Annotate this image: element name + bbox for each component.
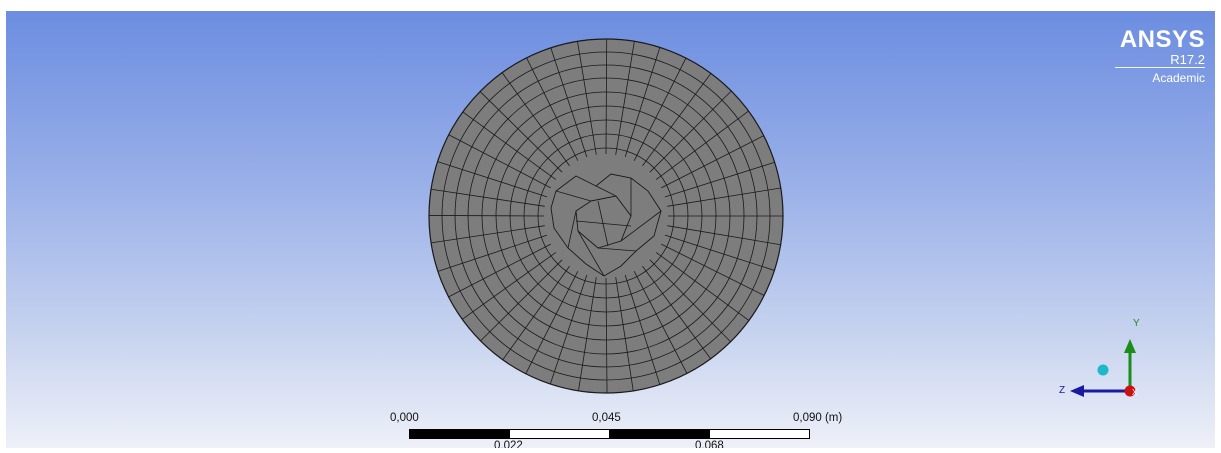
scale-label-2: 0,090 (m) (793, 412, 843, 424)
mesh-radial-edge (448, 243, 551, 298)
mesh-core-edge (567, 210, 577, 249)
mesh-radial-edge (501, 72, 570, 167)
scale-label-1: 0,045 (592, 412, 621, 424)
mesh-radial-edge (605, 277, 608, 394)
mesh-radial-edge (661, 135, 764, 189)
mesh-core-edge (555, 190, 592, 202)
logo-divider (1115, 67, 1205, 68)
mesh-radial-edge (448, 134, 551, 189)
logo-product: ANSYS (1119, 26, 1205, 53)
mesh-radial-edge (642, 73, 712, 167)
mesh-radial-edge (550, 47, 588, 158)
mesh-radial-edge (642, 265, 711, 359)
z-axis-label: Z (1059, 385, 1065, 396)
ansys-logo: ANSYS R17.2 Academic (1115, 28, 1205, 86)
mesh-core-edge (597, 247, 637, 252)
y-axis-label: Y (1133, 318, 1140, 329)
graphics-viewport[interactable]: ANSYS R17.2 Academic 0,000 0,045 0,090 (… (6, 11, 1215, 448)
mesh-radial-edge (605, 38, 608, 155)
mesh-radial-edge (649, 259, 731, 343)
mesh-radial-edge (624, 47, 661, 158)
mesh-radial-edge (430, 188, 545, 207)
mesh-core-edge (575, 220, 632, 227)
mesh-radial-edge (480, 259, 563, 342)
mesh-radial-edge (525, 271, 579, 374)
mesh-radial-edge (430, 225, 545, 244)
scale-label-3: 0,022 (494, 440, 523, 448)
mesh-radial-edge (655, 110, 749, 180)
mesh-radial-edge (479, 91, 563, 173)
mesh-radial-edge (615, 277, 634, 391)
mesh-radial-edge (633, 57, 687, 161)
mesh-radial-edge (655, 252, 750, 321)
x-axis-dot (1124, 385, 1136, 397)
mesh-radial-edge (615, 41, 635, 155)
mesh-radial-edge (633, 271, 688, 374)
mesh-core-inner (575, 195, 632, 249)
mesh-core-edge (595, 185, 617, 197)
logo-license: Academic (1152, 71, 1205, 85)
mesh-radial-edge (624, 274, 661, 385)
scale-segment-2 (509, 429, 610, 439)
mesh-radial-edge (437, 161, 548, 198)
y-axis-arrow (1124, 339, 1136, 353)
mesh-radial-edge (549, 274, 588, 385)
scale-segment-3 (609, 429, 710, 439)
z-axis-arrow (1070, 385, 1084, 397)
mesh-core-edge (620, 210, 662, 242)
mesh-radial-edge (664, 234, 775, 271)
mesh-core-edge (577, 230, 605, 277)
mesh-radial-edge (667, 187, 781, 207)
mesh-radial-edge (661, 243, 765, 296)
scale-segment-4 (709, 429, 810, 439)
axis-triad[interactable]: Y Z X (1046, 301, 1156, 401)
mesh-model[interactable] (426, 36, 786, 396)
mesh-radial-edge (437, 234, 548, 272)
mesh-radial-edge (578, 277, 597, 391)
isometric-view-ball (1097, 364, 1109, 376)
mesh-radial-edge (667, 225, 781, 246)
mesh-radial-edge (462, 111, 557, 180)
mesh-radial-edge (462, 252, 557, 320)
scale-segment-1 (409, 429, 510, 439)
scale-label-0: 0,000 (390, 412, 419, 424)
scale-label-4: 0,068 (695, 440, 724, 448)
mesh-radial-edge (577, 41, 597, 155)
mesh-core-outline (550, 173, 662, 277)
mesh-radial-edge (664, 161, 775, 198)
mesh-radial-edge (526, 57, 579, 161)
mesh-radial-edge (502, 265, 570, 361)
logo-version: R17.2 (1170, 52, 1205, 67)
x-axis-label: X (1132, 388, 1138, 397)
scale-bar: 0,000 0,045 0,090 (m) 0,022 0,068 (390, 411, 843, 448)
scale-segments (409, 429, 810, 439)
mesh-radial-edge (649, 90, 732, 173)
mesh-radial-edge (428, 215, 545, 217)
